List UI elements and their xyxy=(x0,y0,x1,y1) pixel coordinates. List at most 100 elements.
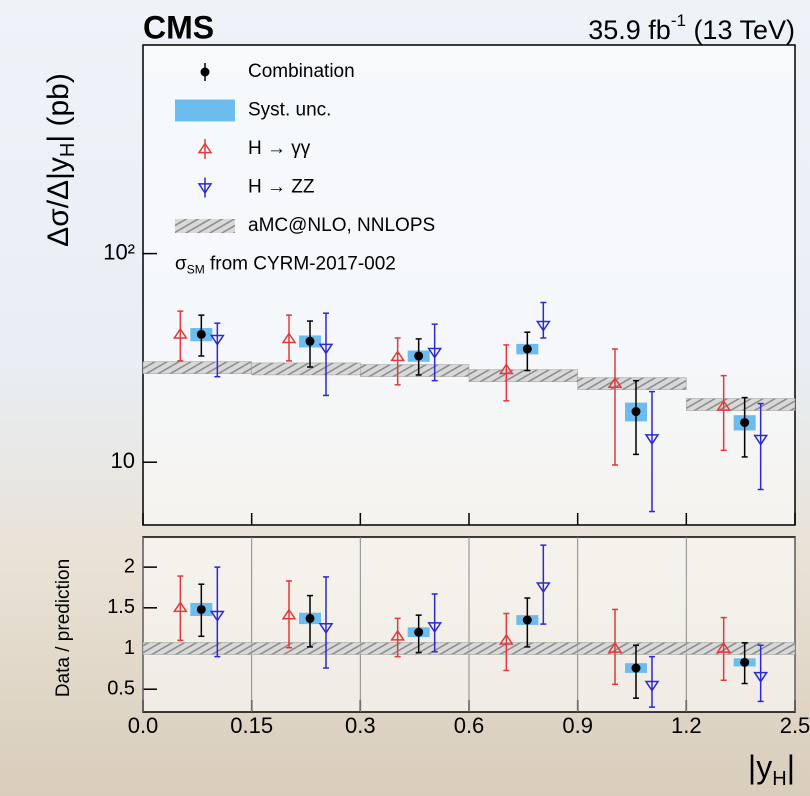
theory-band xyxy=(142,361,252,374)
x-tick-label: 1.2 xyxy=(671,713,702,738)
point xyxy=(644,434,660,446)
error-bar xyxy=(431,323,438,382)
error-bar xyxy=(741,396,748,458)
error-bar xyxy=(757,644,764,703)
x-tick-label: 0.0 xyxy=(128,713,159,738)
point xyxy=(607,641,623,653)
theory-band xyxy=(251,362,361,376)
point xyxy=(753,434,769,446)
x-tick-label: 0.3 xyxy=(345,713,376,738)
error-bar xyxy=(633,379,639,456)
theory-band xyxy=(577,642,687,655)
error-bar xyxy=(612,608,618,686)
error-bar xyxy=(286,580,292,649)
xlabel: |y xyxy=(748,749,772,785)
point xyxy=(753,671,769,683)
lumi: 35.9 fb xyxy=(588,15,671,45)
ylabel: Δσ/Δ|y xyxy=(42,157,75,247)
point xyxy=(498,633,514,645)
y-tick-label: 0.5 xyxy=(107,677,135,699)
point xyxy=(318,622,334,635)
note: σ xyxy=(175,254,187,275)
legend-marker xyxy=(197,183,213,195)
point xyxy=(522,344,532,354)
point xyxy=(535,582,551,594)
y-axis-label: Δσ/Δ|yH| (pb) xyxy=(42,73,79,247)
energy: (13 TeV) xyxy=(686,15,795,45)
y-tick-label: 1 xyxy=(124,637,135,659)
point xyxy=(414,351,424,361)
xlabel-sub: H xyxy=(772,768,786,790)
error-bar xyxy=(394,337,401,386)
error-bar xyxy=(540,301,547,339)
legend-label: aMC@NLO, NNLOPS xyxy=(248,215,435,236)
point xyxy=(209,610,225,622)
legend-marker xyxy=(200,67,210,77)
point xyxy=(318,343,334,355)
theory-band xyxy=(686,398,796,411)
note-sub: SM xyxy=(187,263,205,277)
point xyxy=(305,336,315,346)
y-tick-label: 1.5 xyxy=(107,596,135,618)
legend-note: σSM from CYRM-2017-002 xyxy=(175,254,396,277)
x-tick-label: 2.5 xyxy=(780,713,810,738)
luminosity: 35.9 fb-1 (13 TeV) xyxy=(588,11,795,45)
x-tick-label: 0.9 xyxy=(562,713,593,738)
point xyxy=(281,608,297,620)
y-tick-label: 10 xyxy=(111,448,135,473)
legend-label: Syst. unc. xyxy=(248,100,331,121)
point xyxy=(414,627,424,637)
y-tick-label: 2 xyxy=(124,555,135,577)
point xyxy=(209,334,225,346)
theory-band xyxy=(468,642,578,655)
ratio-y-label: Data / prediction xyxy=(53,559,74,697)
error-bar xyxy=(177,310,184,362)
note-end: from CYRM-2017-002 xyxy=(205,254,396,275)
error-bar xyxy=(503,612,510,672)
error-bar xyxy=(286,314,292,362)
error-bar xyxy=(720,616,727,682)
x-axis-label: |yH| xyxy=(748,749,795,790)
error-bar xyxy=(649,390,655,513)
legend-label: H → ZZ xyxy=(248,177,315,198)
point xyxy=(631,407,641,417)
point xyxy=(281,332,297,344)
point xyxy=(172,327,188,339)
theory-band xyxy=(577,377,687,390)
theory-band xyxy=(251,642,361,655)
x-tick-label: 0.6 xyxy=(454,713,485,738)
theory-band xyxy=(468,369,578,382)
theory-band xyxy=(142,642,252,655)
point xyxy=(631,663,641,673)
point xyxy=(522,615,532,625)
legend-syst xyxy=(175,99,235,122)
theory-band xyxy=(360,364,470,377)
theory-band xyxy=(686,642,796,655)
point xyxy=(716,399,732,411)
xlabel-end: | xyxy=(787,749,795,785)
point xyxy=(390,350,406,362)
point xyxy=(607,376,623,388)
point xyxy=(498,363,514,375)
top-panel xyxy=(142,44,796,526)
point xyxy=(196,329,206,339)
legend-marker xyxy=(197,142,213,154)
x-tick-label: 0.15 xyxy=(230,713,273,738)
error-bar xyxy=(323,576,329,669)
theory-band xyxy=(360,642,470,655)
point xyxy=(740,657,750,667)
point xyxy=(305,613,315,623)
point xyxy=(427,622,443,634)
error-bar xyxy=(612,348,618,466)
point xyxy=(427,347,443,359)
lumi-sup: -1 xyxy=(671,11,686,30)
point xyxy=(716,641,732,653)
error-bar xyxy=(540,544,547,625)
chart-title: CMS xyxy=(143,9,214,45)
point xyxy=(172,601,188,613)
point xyxy=(390,629,406,641)
error-bar xyxy=(177,575,184,642)
ylabel-sub: H xyxy=(57,143,79,157)
